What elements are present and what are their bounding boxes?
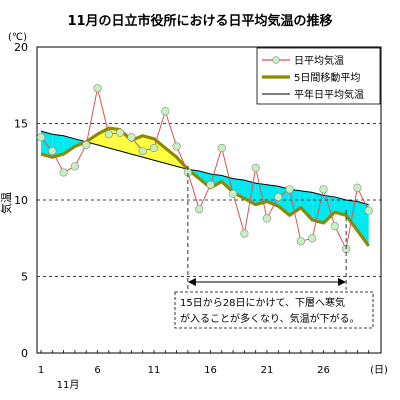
daily-point — [70, 162, 79, 171]
y-tick-label: 5 — [21, 271, 28, 284]
daily-point — [104, 130, 113, 139]
annotation-box — [174, 291, 374, 329]
daily-point — [82, 140, 91, 150]
daily-point — [308, 234, 317, 243]
annotation-text-line1: 15日から28日にかけて、下層へ寒気 — [180, 296, 345, 309]
daily-point — [353, 183, 362, 192]
y-tick-label: 20 — [14, 41, 28, 54]
daily-point — [217, 143, 226, 153]
daily-point — [161, 107, 170, 116]
x-tick-label: 16 — [204, 365, 217, 376]
annotation-arrow-left — [187, 278, 196, 286]
daily-point — [364, 206, 373, 215]
daily-point — [93, 84, 102, 93]
chart-title: 11月の日立市役所における日平均気温の推移 — [67, 13, 332, 29]
daily-point — [274, 192, 283, 202]
series-moving-average-line — [40, 126, 370, 247]
y-axis-ticks: 0 5 10 15 20 — [14, 41, 28, 360]
daily-point — [149, 143, 159, 153]
fill-segment — [346, 200, 358, 231]
legend-label-normal: 平年日平均気温 — [294, 88, 364, 101]
daily-point — [285, 185, 294, 194]
daily-point — [330, 221, 339, 231]
daily-point — [240, 229, 249, 238]
daily-point — [172, 142, 181, 151]
x-axis-ticks: 1 6 11 16 21 26 — [38, 350, 370, 376]
legend-label-moving-average: 5日間移動平均 — [294, 71, 360, 84]
daily-point — [48, 146, 57, 156]
y-tick-label: 0 — [21, 347, 28, 360]
daily-point — [195, 205, 204, 214]
daily-point — [296, 237, 306, 246]
fill-segment — [334, 196, 347, 216]
x-tick-label: 6 — [94, 365, 100, 376]
legend: 日平均気温 5日間移動平均 平年日平均気温 — [256, 47, 381, 105]
fill-segment — [165, 147, 177, 167]
daily-point — [251, 163, 260, 172]
y-tick-label: 10 — [14, 194, 28, 207]
annotation-arrow-right — [338, 278, 347, 286]
daily-point — [229, 189, 238, 198]
plot-frame — [36, 46, 382, 354]
y-unit-label: (℃) — [8, 32, 27, 43]
x-month-label: 11月 — [57, 379, 80, 391]
x-unit-label: (日) — [370, 365, 388, 376]
fill-segment — [142, 135, 154, 161]
annotation-text-line2: が入ることが多くなり、気温が下がる。 — [180, 312, 360, 325]
daily-point — [59, 168, 68, 177]
fill-segment — [63, 135, 75, 155]
series-daily-line — [40, 88, 370, 251]
fill-segment — [154, 138, 166, 164]
legend-label-daily: 日平均気温 — [294, 54, 344, 67]
daily-point — [262, 214, 272, 223]
y-tick-label: 15 — [14, 118, 28, 131]
x-tick-label: 11 — [148, 365, 161, 376]
y-axis-label: 気温 — [0, 192, 13, 214]
daily-point — [319, 185, 328, 194]
daily-point — [127, 133, 136, 142]
fill-segment — [300, 190, 313, 220]
daily-point — [115, 128, 125, 137]
x-tick-label: 26 — [317, 365, 330, 376]
fill-segment — [267, 184, 279, 207]
x-tick-label: 21 — [261, 365, 274, 376]
x-tick-label: 1 — [38, 365, 44, 376]
series-layer — [36, 84, 373, 254]
series-normal-line — [40, 130, 369, 206]
fill-segment — [120, 129, 132, 155]
legend-marker-daily — [272, 56, 280, 64]
daily-point — [36, 133, 46, 142]
daily-point — [206, 180, 215, 189]
daily-point — [138, 146, 147, 156]
